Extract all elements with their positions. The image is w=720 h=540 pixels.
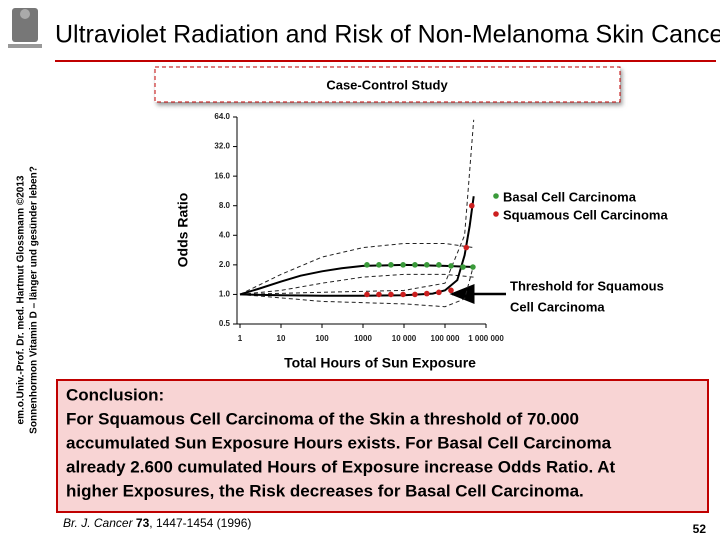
data-point	[400, 262, 406, 268]
data-point	[412, 291, 418, 298]
data-point	[463, 244, 470, 251]
fit-line	[239, 196, 475, 297]
x-tick-label: 100	[315, 334, 329, 343]
x-tick-label: 100 000	[431, 334, 460, 343]
conclusion-line: For Squamous Cell Carcinoma of the Skin …	[66, 409, 579, 428]
x-tick-label: 1000	[354, 334, 372, 343]
data-point	[388, 291, 394, 298]
citation-volume: 73	[136, 516, 150, 530]
page-number: 52	[693, 522, 707, 536]
data-point	[412, 262, 418, 268]
y-tick-label: 64.0	[214, 112, 230, 121]
y-tick-label: 0.5	[219, 319, 231, 328]
data-point	[376, 291, 382, 298]
confidence-band	[239, 273, 474, 295]
x-axis-title: Total Hours of Sun Exposure	[284, 355, 476, 371]
citation-rest: , 1447-1454 (1996)	[149, 516, 251, 530]
data-point	[468, 202, 475, 209]
data-point	[448, 287, 454, 294]
legend-marker	[493, 193, 499, 199]
data-point	[364, 291, 370, 298]
data-point	[436, 262, 442, 268]
citation-journal: Br. J. Cancer	[63, 516, 134, 530]
annotation: Cell Carcinoma	[510, 299, 605, 314]
side-text: Sonnenhormon Vitamin D – länger und gesü…	[29, 166, 40, 434]
data-point	[436, 289, 442, 296]
y-axis-title: Odds Ratio	[175, 193, 191, 268]
y-tick-label: 16.0	[214, 171, 230, 180]
confidence-band	[239, 119, 475, 295]
conclusion-heading: Conclusion:	[66, 385, 164, 404]
conclusion-box	[56, 379, 709, 513]
conclusion-line: higher Exposures, the Risk decreases for…	[66, 481, 584, 500]
y-tick-label: 32.0	[214, 142, 230, 151]
data-point	[470, 264, 476, 270]
legend-marker	[493, 211, 499, 217]
data-point	[376, 262, 382, 268]
legend-label: Squamous Cell Carcinoma	[503, 207, 668, 222]
x-tick-label: 1	[238, 334, 243, 343]
study-box	[154, 66, 621, 103]
data-point	[448, 263, 454, 269]
x-tick-label: 1 000 000	[468, 334, 504, 343]
conclusion-line: already 2.600 cumulated Hours of Exposur…	[66, 457, 616, 476]
x-tick-label: 10 000	[392, 334, 417, 343]
logo	[8, 8, 42, 48]
y-tick-label: 2.0	[219, 260, 231, 269]
data-point	[460, 264, 466, 270]
x-tick-label: 10	[277, 334, 286, 343]
data-point	[424, 262, 430, 268]
chart-title: Case-Control Study	[326, 77, 448, 92]
conclusion-line: accumulated Sun Exposure Hours exists. F…	[66, 433, 612, 452]
y-tick-label: 8.0	[219, 201, 231, 210]
data-point	[400, 291, 406, 298]
y-tick-label: 1.0	[219, 290, 231, 299]
data-point	[388, 262, 394, 268]
confidence-band	[239, 243, 474, 295]
side-text: em.o.Univ.-Prof. Dr. med. Hartmut Glossm…	[16, 175, 27, 424]
legend-label: Basal Cell Carcinoma	[503, 189, 637, 204]
data-point	[424, 290, 430, 297]
y-tick-label: 4.0	[219, 230, 231, 239]
slide-title: Ultraviolet Radiation and Risk of Non-Me…	[55, 21, 720, 49]
data-point	[364, 262, 370, 268]
confidence-band	[239, 264, 475, 308]
citation: Br. J. Cancer 73, 1447-1454 (1996)	[63, 516, 251, 530]
annotation: Threshold for Squamous	[510, 278, 664, 293]
